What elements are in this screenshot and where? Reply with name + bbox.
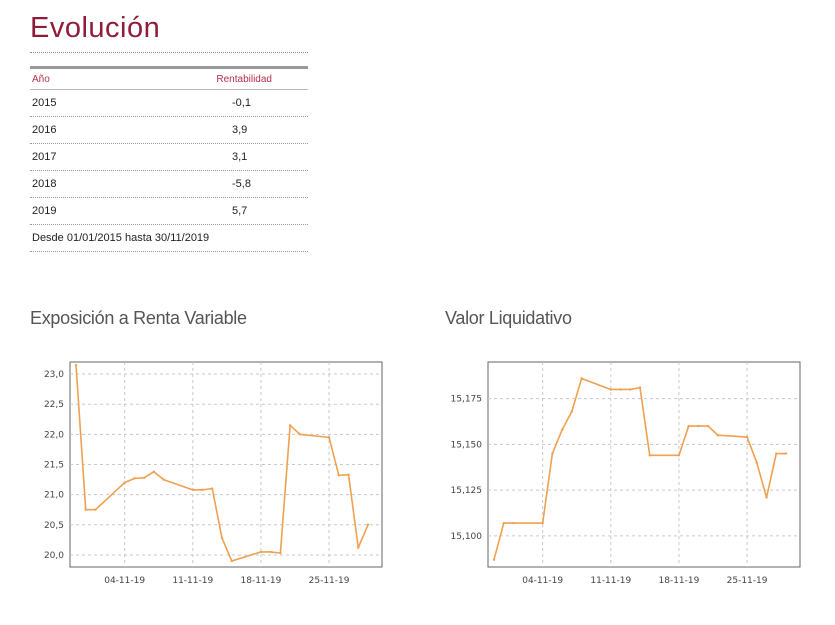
x-tick-label: 18-11-19: [659, 576, 700, 586]
table-row: 2018 -5,8: [30, 171, 308, 198]
data-point: [123, 481, 126, 484]
col-return-header: Rentabilidad: [216, 73, 272, 85]
row-value: 3,1: [232, 151, 248, 163]
row-year: 2015: [32, 97, 57, 109]
returns-table: Año Rentabilidad 2015 -0,1 2016 3,9 2017…: [30, 66, 308, 252]
table-row: 2017 3,1: [30, 144, 308, 171]
y-tick-label: 22,0: [44, 430, 64, 440]
y-tick-label: 21,5: [44, 461, 64, 471]
table-footer: Desde 01/01/2015 hasta 30/11/2019: [30, 225, 308, 252]
data-point: [551, 452, 554, 455]
data-point: [259, 550, 263, 554]
table-row: 2015 -0,1: [30, 90, 308, 117]
chart-title-nav: Valor Liquidativo: [445, 308, 572, 328]
page-title: Evolución: [30, 12, 161, 44]
data-point: [512, 521, 515, 525]
data-point: [677, 454, 681, 457]
data-point: [269, 550, 272, 554]
row-value: -5,8: [232, 178, 251, 190]
data-point: [357, 546, 360, 549]
series-line: [75, 364, 369, 562]
data-point: [279, 551, 282, 555]
table-row: 2019 5,7: [30, 198, 308, 225]
data-point: [201, 488, 204, 492]
x-tick-label: 18-11-19: [241, 576, 282, 586]
data-point: [191, 488, 194, 492]
row-year: 2016: [32, 124, 57, 136]
data-point: [337, 474, 340, 477]
x-tick-label: 11-11-19: [172, 576, 213, 586]
data-point: [366, 523, 370, 526]
data-point: [298, 433, 302, 436]
data-point: [716, 434, 720, 437]
data-point: [220, 536, 224, 540]
data-point: [560, 428, 564, 431]
y-tick-label: 23,0: [44, 370, 64, 380]
table-row: 2016 3,9: [30, 117, 308, 144]
y-tick-label: 15,150: [451, 440, 483, 450]
y-tick-label: 22,5: [44, 400, 64, 410]
data-point: [638, 386, 642, 389]
data-point: [784, 452, 788, 455]
nav-chart: 15,175 15,150 15,125 15,100 04-11-19 11-11-19…: [451, 361, 801, 586]
data-point: [152, 470, 156, 473]
y-tick-label: 20,0: [44, 551, 64, 561]
table-header: Año Rentabilidad: [30, 66, 308, 90]
data-point: [629, 388, 632, 391]
row-value: 5,7: [232, 205, 248, 217]
data-point: [648, 454, 651, 457]
plot-frame: [487, 361, 801, 568]
data-point: [580, 377, 583, 380]
row-year: 2018: [32, 178, 57, 190]
data-point: [502, 521, 505, 525]
data-point: [755, 461, 758, 464]
row-year: 2017: [32, 151, 57, 163]
data-point: [609, 388, 612, 391]
data-point: [706, 424, 710, 428]
data-point: [765, 496, 768, 499]
data-point: [211, 487, 214, 490]
data-point: [492, 558, 496, 561]
row-value: 3,9: [232, 124, 248, 136]
data-point: [347, 473, 350, 476]
data-point: [74, 363, 78, 367]
chart-title-equity: Exposición a Renta Variable: [30, 308, 247, 328]
equity-exposure-chart: 23,0 22,5 22,0 21,5 21,0 20,5 20,0 04-11-19 11-1…: [44, 361, 383, 586]
y-tick-label: 15,100: [451, 532, 483, 542]
x-tick-label: 25-11-19: [309, 576, 350, 586]
x-tick-label: 04-11-19: [522, 576, 563, 586]
x-tick-label: 04-11-19: [104, 576, 145, 586]
data-point: [570, 410, 574, 413]
x-tick-label: 25-11-19: [727, 576, 768, 586]
data-point: [94, 508, 97, 511]
data-point: [745, 435, 749, 439]
y-tick-label: 20,5: [44, 521, 64, 531]
data-point: [230, 559, 233, 563]
data-point: [541, 521, 544, 525]
y-tick-label: 21,0: [44, 491, 64, 501]
y-tick-label: 15,125: [451, 486, 483, 496]
data-point: [142, 476, 146, 479]
data-point: [133, 477, 136, 480]
col-year-header: Año: [32, 73, 50, 85]
data-point: [619, 388, 622, 391]
series-line: [493, 377, 786, 560]
data-point: [327, 436, 331, 439]
data-point: [162, 478, 165, 481]
data-point: [84, 508, 87, 511]
data-point: [697, 424, 700, 428]
data-point: [775, 452, 778, 455]
title-divider: [30, 52, 308, 53]
y-tick-label: 15,175: [451, 395, 483, 405]
data-point: [288, 424, 292, 427]
row-value: -0,1: [232, 97, 251, 109]
row-year: 2019: [32, 205, 57, 217]
data-point: [687, 424, 690, 428]
x-tick-label: 11-11-19: [590, 576, 631, 586]
